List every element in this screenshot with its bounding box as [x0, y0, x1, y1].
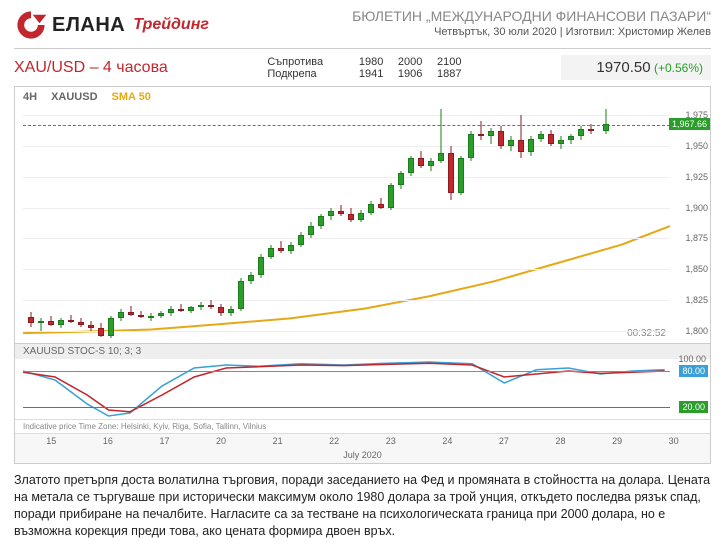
bulletin-date: Четвъртък, 30 юли 2020	[434, 26, 557, 38]
x-axis-month: July 2020	[15, 450, 710, 463]
info-row: XAU/USD – 4 часова Съпротива 1980 2000 2…	[14, 55, 711, 80]
sma-label: SMA 50	[112, 91, 151, 103]
bulletin-meta: БЮЛЕТИН „МЕЖДУНАРОДНИ ФИНАНСОВИ ПАЗАРИ“ …	[352, 8, 711, 38]
indicator-title: XAUUSD STOC-S 10; 3; 3	[15, 344, 710, 359]
analysis-text: Златото претърпя доста волатилна търгови…	[14, 472, 711, 540]
indicator-panel: XAUUSD STOC-S 10; 3; 3 100.0080.0020.00	[15, 343, 710, 419]
stochastic-lines	[23, 359, 670, 419]
price-change: (+0.56%)	[654, 61, 703, 75]
timeframe-label: 4H	[23, 91, 37, 103]
pair-title: XAU/USD – 4 часова	[14, 59, 168, 77]
resistance-label: Съпротива	[267, 56, 337, 68]
resistance-values: 1980 2000 2100	[347, 56, 461, 68]
y-axis-right: 1,8001,8251,8501,8751,9001,9251,9501,975	[672, 103, 708, 343]
header: ЕЛАНА Трейдинг БЮЛЕТИН „МЕЖДУНАРОДНИ ФИН…	[14, 8, 711, 49]
chart-header: 4H XAUUSD SMA 50	[15, 87, 710, 103]
brand-name: ЕЛАНА	[52, 14, 125, 37]
price-block: 1970.50 (+0.56%)	[561, 55, 711, 80]
bulletin-title: БЮЛЕТИН „МЕЖДУНАРОДНИ ФИНАНСОВИ ПАЗАРИ“	[352, 8, 711, 24]
support-3: 1887	[425, 68, 461, 80]
resistance-3: 2100	[425, 56, 461, 68]
chart-footnote: Indicative price Time Zone: Helsinki, Ky…	[15, 419, 710, 433]
logo-block: ЕЛАНА Трейдинг	[14, 8, 209, 42]
chart-container: 4H XAUUSD SMA 50 00:32:52 1,8001,8251,85…	[14, 86, 711, 464]
bulletin-author: Христомир Желев	[618, 26, 711, 38]
price-last: 1970.50	[596, 59, 650, 76]
levels-table: Съпротива 1980 2000 2100 Подкрепа 1941 1…	[267, 56, 461, 80]
support-values: 1941 1906 1887	[347, 68, 461, 80]
x-axis: 151617202122232427282930	[15, 433, 710, 450]
support-1: 1941	[347, 68, 383, 80]
bulletin-sub: Четвъртък, 30 юли 2020 | Изготвил: Христ…	[352, 26, 711, 38]
stochastic-chart[interactable]: 100.0080.0020.00	[23, 359, 670, 419]
countdown-timer: 00:32:52	[627, 328, 666, 339]
resistance-2: 2000	[386, 56, 422, 68]
candlestick-chart[interactable]: 00:32:52 1,8001,8251,8501,8751,9001,9251…	[23, 103, 670, 343]
support-label: Подкрепа	[267, 68, 337, 80]
symbol-label: XAUUSD	[51, 91, 97, 103]
brand-sub: Трейдинг	[133, 16, 209, 34]
logo-icon	[14, 8, 48, 42]
bulletin-author-label: Изготвил:	[566, 26, 615, 38]
resistance-1: 1980	[347, 56, 383, 68]
support-2: 1906	[386, 68, 422, 80]
